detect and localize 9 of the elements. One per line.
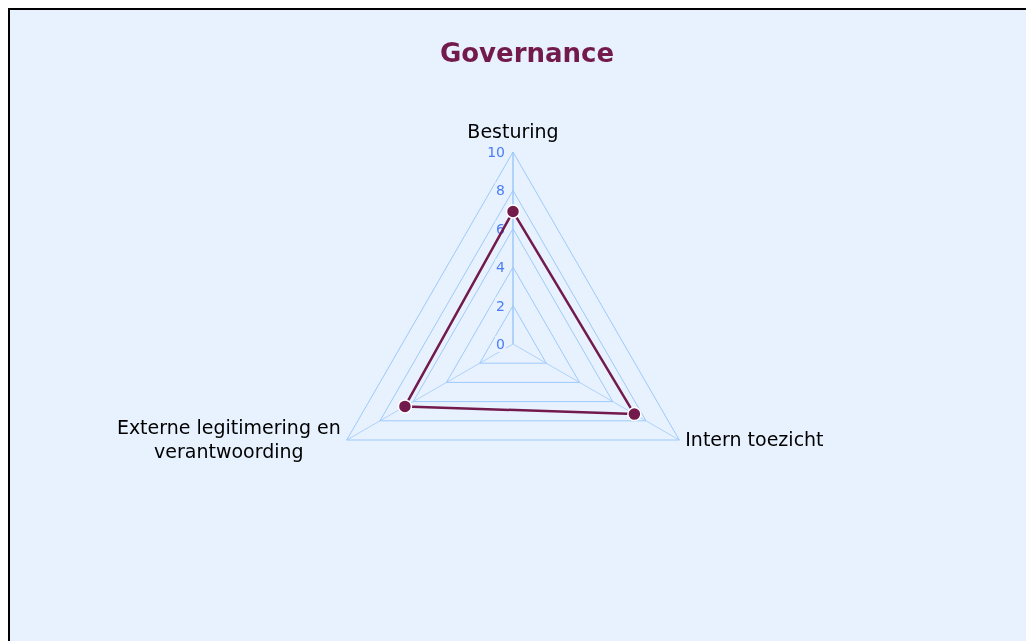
spoke-label: Externe legitimering en verantwoording — [116, 416, 341, 462]
spoke-label: Intern toezicht — [685, 428, 824, 450]
y-tick-label: 8 — [496, 182, 505, 199]
y-tick-label: 4 — [496, 259, 506, 276]
spoke-label: Besturing — [467, 120, 559, 142]
y-tick-label: 0 — [496, 336, 505, 352]
chart-title: Governance — [439, 38, 615, 68]
y-tick-label: 10 — [487, 144, 505, 160]
y-tick-label: 2 — [496, 297, 505, 314]
